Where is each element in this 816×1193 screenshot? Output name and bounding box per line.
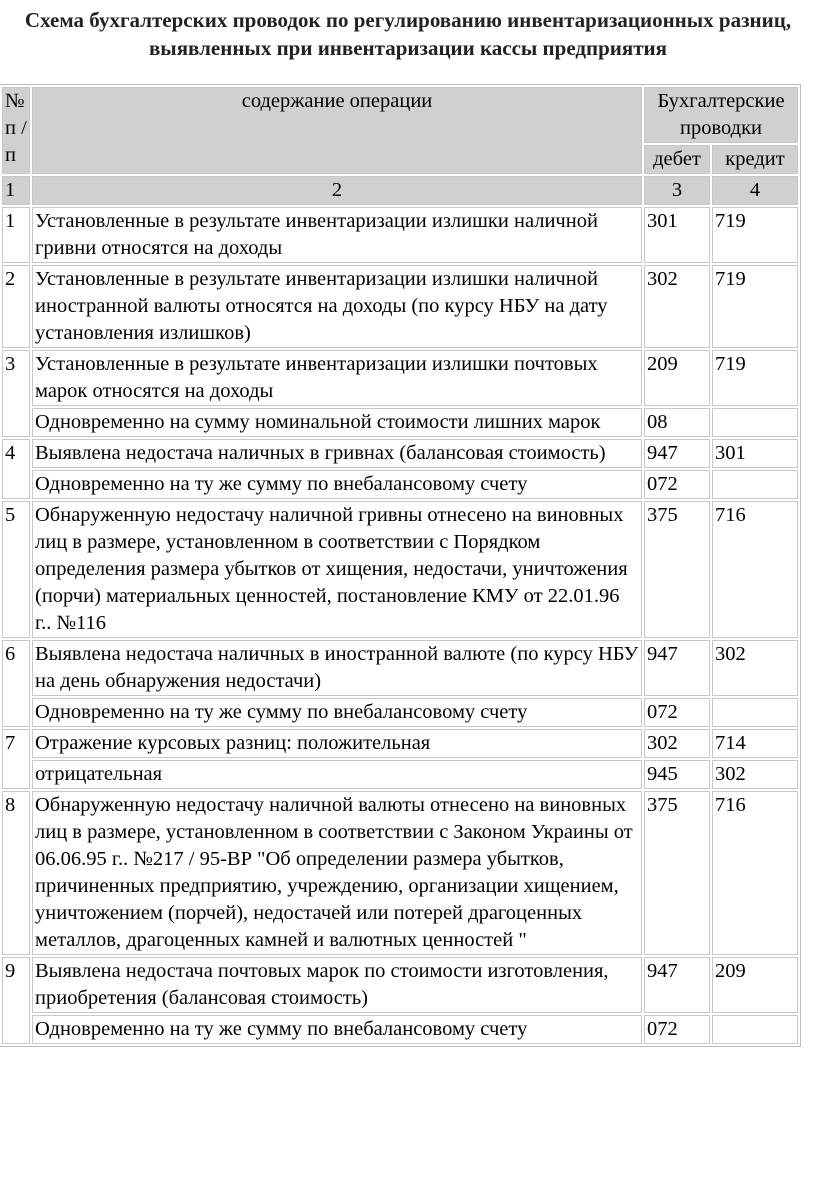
debit-account: 375 [644, 501, 710, 638]
index-cell: 3 [644, 176, 710, 205]
debit-account: 302 [644, 265, 710, 348]
operation-text: Установленные в результате инвентаризаци… [32, 350, 642, 406]
header-credit: кредит [712, 145, 798, 174]
table-row: 2 Установленные в результате инвентаризац… [2, 265, 798, 348]
debit-account: 072 [644, 698, 710, 727]
operation-text: Установленные в результате инвентаризаци… [32, 265, 642, 348]
index-cell: 4 [712, 176, 798, 205]
column-index-row: 1 2 3 4 [2, 176, 798, 205]
credit-account [712, 1015, 798, 1044]
debit-account: 072 [644, 470, 710, 499]
credit-account [712, 470, 798, 499]
debit-account: 301 [644, 207, 710, 263]
table-row: 6 Выявлена недостача наличных в иностранн… [2, 640, 798, 727]
credit-account: 302 [712, 640, 798, 696]
row-number: 9 [2, 957, 30, 1044]
debit-account: 375 [644, 791, 710, 955]
index-cell: 2 [32, 176, 642, 205]
table-row: Одновременно на ту же сумму по внебаланс… [2, 698, 798, 727]
operation-text: Одновременно на сумму номинальной стоимо… [32, 408, 642, 437]
credit-account [712, 698, 798, 727]
document-title: Схема бухгалтерских проводок по регулиро… [24, 8, 792, 60]
credit-account: 719 [712, 350, 798, 406]
row-number: 8 [2, 791, 30, 955]
table-row: 1 Установленные в результате инвентаризац… [2, 207, 798, 263]
operation-text: Отражение курсовых разниц: положительная [32, 729, 642, 758]
table-row: 5 Обнаруженную недостачу наличной гривны … [2, 501, 798, 638]
table-row: 9 Выявлена недостача почтовых марок по ст… [2, 957, 798, 1044]
operation-text: отрицательная [32, 760, 642, 789]
header-num: № п / п [2, 87, 30, 174]
table-row: 4 Выявлена недостача наличных в гривнах (… [2, 439, 798, 499]
operation-text: Выявлена недостача наличных в гривнах (б… [32, 439, 642, 468]
header-content: содержание операции [32, 87, 642, 174]
debit-account: 08 [644, 408, 710, 437]
credit-account: 714 [712, 729, 798, 758]
row-number: 3 [2, 350, 30, 437]
credit-account: 716 [712, 501, 798, 638]
row-number: 7 [2, 729, 30, 789]
table-row: 7 Отражение курсовых разниц: положительна… [2, 729, 798, 789]
operation-text: Выявлена недостача наличных в иностранно… [32, 640, 642, 696]
row-number: 5 [2, 501, 30, 638]
index-cell: 1 [2, 176, 30, 205]
table-row: отрицательная 945 302 [2, 760, 798, 789]
operation-text: Установленные в результате инвентаризаци… [32, 207, 642, 263]
table-row: Одновременно на ту же сумму по внебаланс… [2, 470, 798, 499]
credit-account: 301 [712, 439, 798, 468]
operation-text: Обнаруженную недостачу наличной гривны о… [32, 501, 642, 638]
operation-text: Выявлена недостача почтовых марок по сто… [32, 957, 642, 1013]
debit-account: 072 [644, 1015, 710, 1044]
row-number: 4 [2, 439, 30, 499]
operation-text: Одновременно на ту же сумму по внебаланс… [32, 470, 642, 499]
debit-account: 209 [644, 350, 710, 406]
table-row: Одновременно на сумму номинальной стоимо… [2, 408, 798, 437]
credit-account: 302 [712, 760, 798, 789]
table-row: 3 Установленные в результате инвентаризац… [2, 350, 798, 437]
debit-account: 945 [644, 760, 710, 789]
operation-text: Обнаруженную недостачу наличной валюты о… [32, 791, 642, 955]
credit-account [712, 408, 798, 437]
debit-account: 302 [644, 729, 710, 758]
table-row: 8 Обнаруженную недостачу наличной валюты … [2, 791, 798, 955]
credit-account: 716 [712, 791, 798, 955]
entries-table: № п / п содержание операции Бухгалтерски… [0, 84, 801, 1047]
row-number: 1 [2, 207, 30, 263]
credit-account: 719 [712, 265, 798, 348]
debit-account: 947 [644, 957, 710, 1013]
table-row: Одновременно на ту же сумму по внебаланс… [2, 1015, 798, 1044]
operation-text: Одновременно на ту же сумму по внебаланс… [32, 1015, 642, 1044]
debit-account: 947 [644, 640, 710, 696]
row-number: 2 [2, 265, 30, 348]
header-entries: Бухгалтерские проводки [644, 87, 798, 143]
debit-account: 947 [644, 439, 710, 468]
credit-account: 209 [712, 957, 798, 1013]
credit-account: 719 [712, 207, 798, 263]
header-debit: дебет [644, 145, 710, 174]
operation-text: Одновременно на ту же сумму по внебаланс… [32, 698, 642, 727]
row-number: 6 [2, 640, 30, 727]
